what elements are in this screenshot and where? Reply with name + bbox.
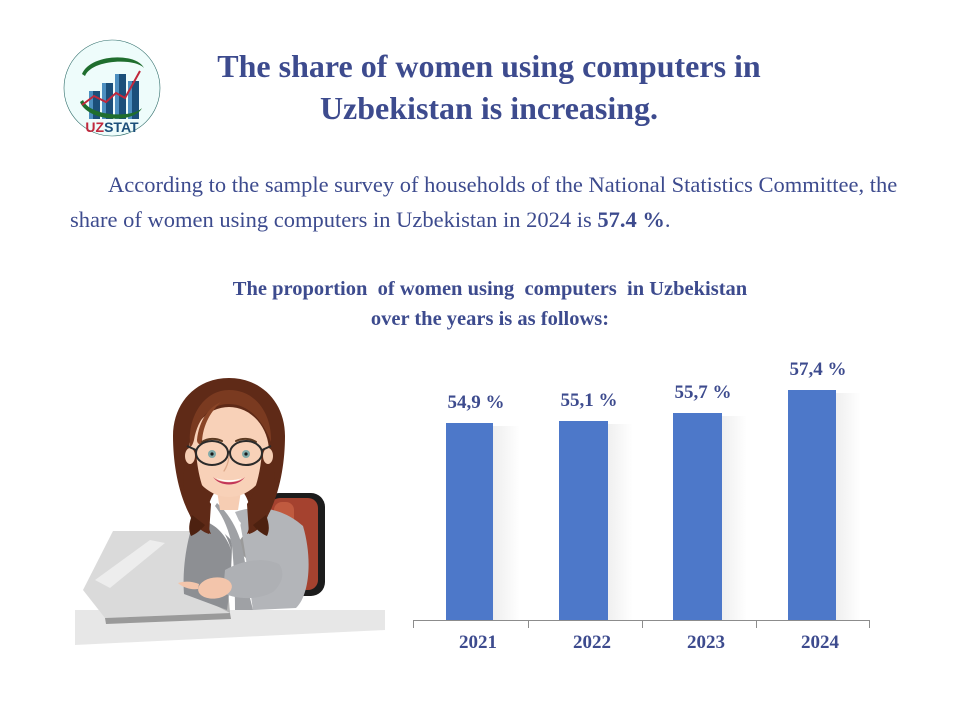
svg-text:UZSTAT: UZSTAT [85, 119, 139, 135]
